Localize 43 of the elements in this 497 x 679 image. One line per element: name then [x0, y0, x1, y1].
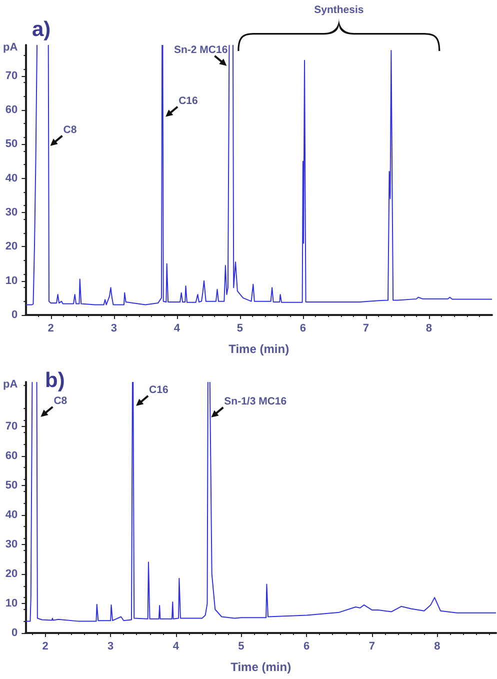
x-tick-label: 6 — [300, 322, 306, 334]
annotation: C8 — [54, 394, 68, 407]
y-tick-label: 30 — [5, 538, 18, 550]
annotation: Sn-1/3 MC16 — [224, 395, 287, 408]
y-tick-label: 60 — [5, 104, 18, 116]
x-tick-label: 8 — [434, 640, 440, 652]
y-tick-label: 40 — [5, 508, 18, 521]
x-tick-label: 3 — [110, 322, 117, 334]
x-tick-label: 5 — [238, 640, 244, 652]
x-tick-label: 7 — [368, 640, 375, 652]
y-axis-title: pA — [2, 378, 18, 390]
chart-title: a) — [32, 18, 51, 41]
annotation: Sn-2 MC16 — [174, 44, 228, 56]
y-tick-label: 30 — [5, 206, 18, 218]
y-tick-label: 70 — [5, 420, 18, 432]
x-tick-label: 8 — [426, 322, 432, 334]
x-tick-label: 7 — [362, 322, 370, 334]
y-tick-label: 20 — [5, 568, 18, 580]
x-tick-label: 4 — [172, 640, 180, 652]
y-tick-label: 50 — [5, 138, 18, 150]
y-tick-label: 0 — [12, 627, 18, 639]
x-tick-label: 2 — [48, 322, 54, 334]
x-axis-title: Time (min) — [230, 660, 292, 674]
x-tick-label: 5 — [236, 322, 243, 334]
y-axis-title: pA — [2, 42, 18, 54]
y-tick-label: 20 — [5, 240, 18, 253]
annotation: C16 — [149, 384, 168, 396]
chart-title: b) — [45, 369, 65, 392]
annotation: C16 — [178, 94, 198, 107]
x-tick-label: 3 — [108, 640, 114, 652]
x-tick-label: 4 — [174, 322, 181, 334]
x-tick-label: 2 — [42, 640, 48, 652]
y-tick-label: 0 — [12, 309, 18, 321]
y-tick-label: 40 — [5, 172, 18, 184]
y-tick-label: 50 — [5, 479, 18, 492]
x-tick-label: 6 — [303, 640, 310, 652]
y-tick-label: 10 — [5, 597, 18, 610]
x-axis-title: Time (min) — [228, 342, 290, 356]
text: Synthesis — [314, 4, 364, 16]
annotation: C8 — [63, 124, 77, 136]
y-tick-label: 60 — [5, 450, 18, 462]
y-tick-label: 70 — [5, 70, 18, 82]
y-tick-label: 10 — [5, 274, 18, 287]
